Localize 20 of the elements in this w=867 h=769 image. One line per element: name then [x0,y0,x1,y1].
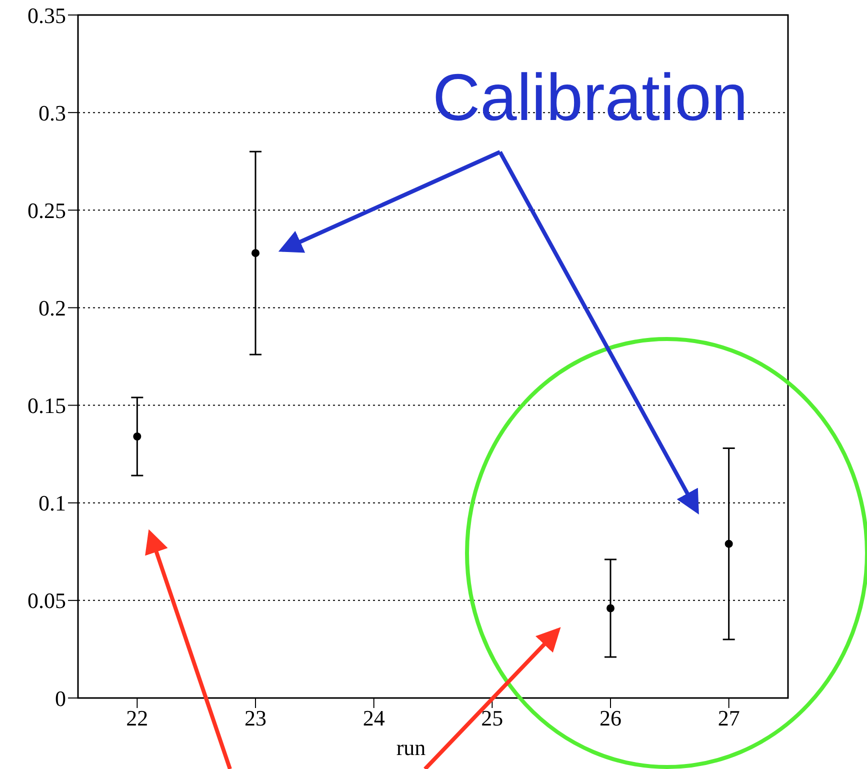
point [606,604,614,612]
x-tick-label: 27 [718,706,740,731]
y-tick-label: 0.05 [28,588,66,614]
y-tick-label: 0.25 [28,198,66,223]
y-tick-label: 0.35 [28,2,66,28]
x-tick-label: 23 [244,706,266,731]
y-tick-label: 0.15 [28,393,66,418]
x-tick-label: 25 [481,706,504,731]
y-tick-label: 0 [55,686,66,711]
point [724,540,733,548]
point [133,432,142,441]
y-tick-label: 0.3 [38,100,66,126]
x-tick-label: 26 [600,706,622,731]
y-tick-label: 0.1 [38,490,66,516]
y-tick-label: 0.2 [38,296,66,321]
x-axis-title: run [396,735,426,760]
x-tick-label: 24 [362,706,385,731]
point [252,249,260,258]
annotation: Calibration [432,60,748,134]
x-tick-label: 22 [126,706,148,731]
